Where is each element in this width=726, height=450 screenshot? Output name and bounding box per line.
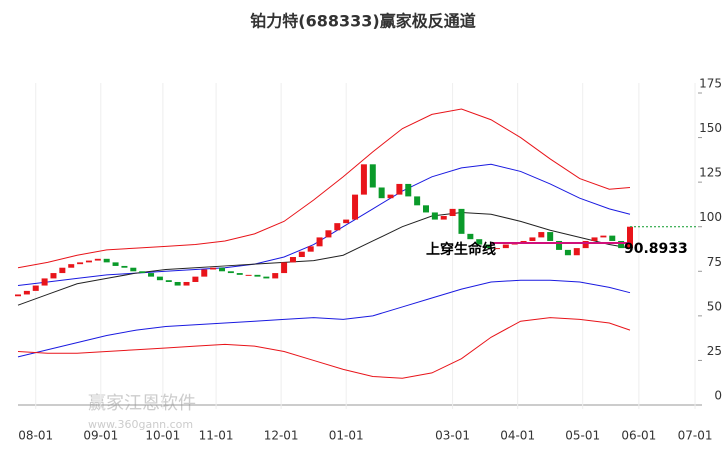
- x-tick-label: 11-01: [199, 429, 234, 443]
- candle-body: [41, 278, 48, 286]
- x-tick-label: 04-01: [500, 429, 535, 443]
- channel-line: [17, 163, 631, 287]
- candle-body: [547, 232, 554, 241]
- candle-body: [165, 280, 172, 282]
- candle-body: [227, 271, 234, 274]
- candle-body: [458, 208, 465, 234]
- y-tick-label: 125: [699, 166, 722, 180]
- candle-body: [174, 281, 181, 286]
- y-tick-label: 100: [699, 210, 722, 224]
- x-tick-label: 10-01: [145, 429, 180, 443]
- candle-body: [609, 235, 616, 241]
- candle-body: [245, 274, 252, 276]
- y-tick-label: 50: [707, 299, 722, 313]
- candle-body: [467, 233, 474, 240]
- x-tick-label: 01-01: [329, 429, 364, 443]
- candle-body: [236, 273, 243, 275]
- candle-body: [396, 183, 403, 195]
- candle-body: [538, 232, 545, 238]
- candle-body: [405, 183, 412, 197]
- candle-body: [94, 258, 101, 261]
- x-tick-label: 03-01: [435, 429, 470, 443]
- candle-body: [130, 267, 137, 272]
- watermark: 赢家江恩软件: [88, 392, 196, 414]
- annotation: 上穿生命线: [426, 241, 496, 258]
- x-tick-label: 09-01: [83, 429, 118, 443]
- candle-body: [369, 164, 376, 188]
- candle-body: [103, 258, 110, 263]
- candle-body: [387, 194, 394, 199]
- candle-body: [556, 240, 563, 250]
- candle-body: [618, 240, 625, 249]
- candle-body: [627, 226, 633, 249]
- candle-body: [493, 248, 500, 250]
- candle-body: [600, 235, 607, 238]
- candle-body: [529, 237, 536, 241]
- candle-body: [316, 237, 323, 247]
- watermark-url: www.360gann.com: [88, 418, 193, 431]
- candle-body: [272, 273, 279, 279]
- candle-body: [414, 196, 421, 206]
- channel-line: [17, 279, 631, 358]
- candle-body: [343, 219, 350, 224]
- candle-body: [352, 194, 359, 220]
- candle-body: [201, 269, 208, 277]
- candle-body: [32, 285, 39, 291]
- x-tick-label: 12-01: [264, 429, 299, 443]
- candle-body: [502, 244, 509, 249]
- candle-body: [564, 249, 571, 256]
- y-tick-label: 25: [707, 344, 722, 358]
- candle-body: [476, 239, 483, 245]
- candle-body: [378, 187, 385, 199]
- candle-body: [85, 260, 92, 263]
- candle-body: [68, 264, 75, 268]
- y-tick-label: 175: [699, 77, 722, 91]
- candle-body: [183, 281, 190, 286]
- candle-body: [59, 267, 66, 274]
- channel-line: [17, 317, 631, 379]
- candle-body: [520, 240, 527, 243]
- x-tick-label: 07-01: [678, 429, 713, 443]
- channel-line: [17, 108, 631, 269]
- candle-body: [281, 262, 288, 274]
- candle-body: [50, 273, 57, 279]
- candle-body: [440, 216, 447, 220]
- candle-body: [582, 240, 589, 249]
- level-label: 90.8933: [624, 241, 688, 257]
- candle-body: [573, 248, 580, 256]
- x-tick-label: 06-01: [621, 429, 656, 443]
- y-tick-label: 75: [707, 255, 722, 269]
- y-tick-label: 150: [699, 121, 722, 135]
- candle-body: [210, 267, 217, 270]
- candle-body: [23, 290, 30, 295]
- candle-body: [219, 267, 225, 272]
- candle-body: [77, 262, 84, 265]
- candle-body: [156, 276, 163, 281]
- candle-body: [423, 205, 429, 213]
- channel-line: [17, 211, 631, 306]
- candle-body: [139, 271, 146, 274]
- x-tick-label: 05-01: [565, 429, 600, 443]
- candle-body: [591, 237, 598, 241]
- x-tick-label: 08-01: [18, 429, 53, 443]
- candle-body: [485, 244, 492, 249]
- candle-body: [334, 223, 341, 231]
- chart-title: 铂力特(688333)赢家极反通道: [250, 12, 475, 31]
- candle-body: [307, 246, 314, 252]
- candle-body: [449, 208, 456, 217]
- candle-body: [431, 212, 438, 220]
- candle-body: [263, 276, 270, 279]
- candle-body: [360, 164, 367, 195]
- candle-body: [121, 265, 128, 268]
- candle-body: [148, 273, 155, 277]
- candle-body: [112, 262, 119, 266]
- candle-body: [15, 294, 21, 297]
- candle-body: [298, 251, 305, 258]
- candle-body: [254, 274, 261, 277]
- y-tick-label: 0: [714, 389, 722, 403]
- candle-body: [289, 257, 296, 263]
- candle-body: [192, 276, 199, 282]
- candle-body: [325, 230, 332, 238]
